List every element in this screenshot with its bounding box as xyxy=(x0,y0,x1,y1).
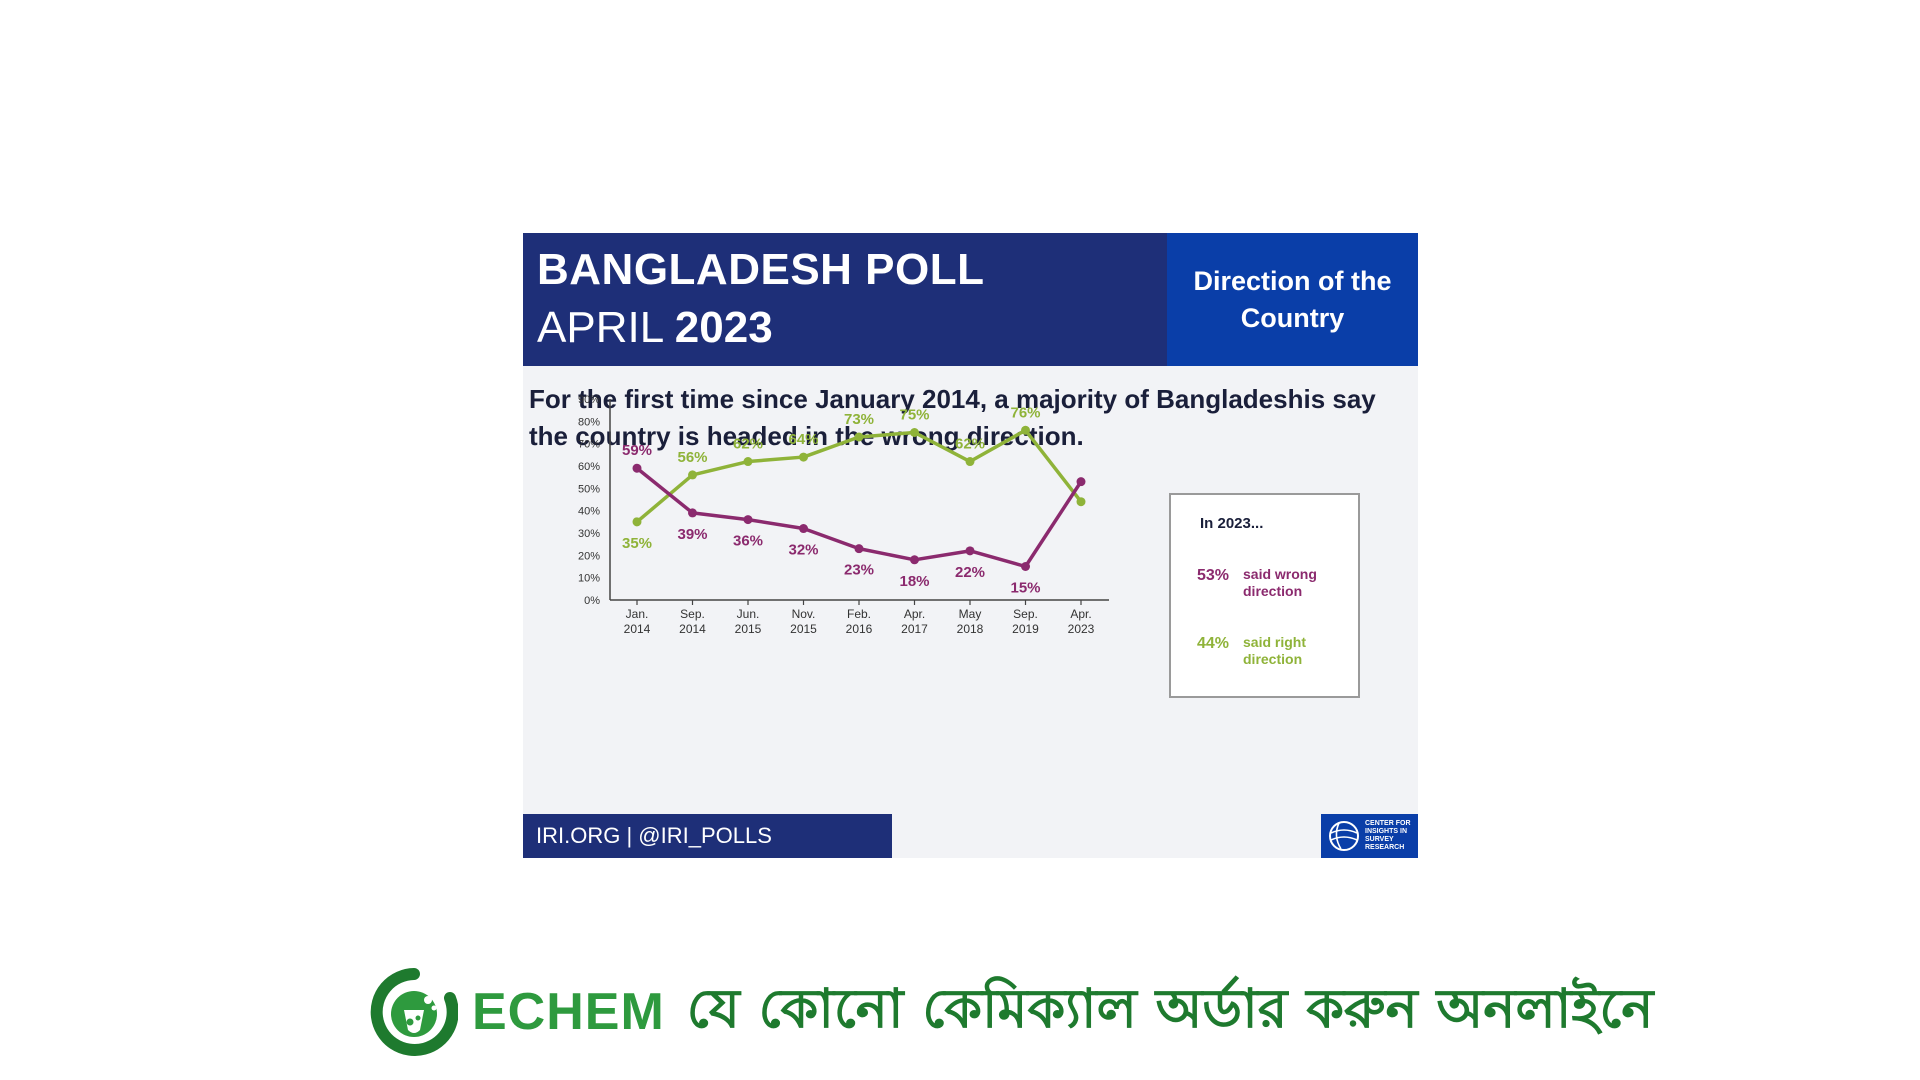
data-label-wrong: 39% xyxy=(677,526,707,543)
logo-line: RESEARCH xyxy=(1365,844,1405,851)
y-tick-label: 20% xyxy=(578,550,600,562)
data-point-wrong xyxy=(799,524,808,534)
data-label-wrong: 36% xyxy=(733,533,763,550)
x-axis-ticks: Jan.2014Sep.2014Jun.2015Nov.2015Feb.2016… xyxy=(624,600,1095,636)
data-point-right xyxy=(1021,425,1030,435)
x-tick-label: Apr. xyxy=(904,607,925,621)
x-tick-label: Jan. xyxy=(626,607,649,621)
data-label-right: 75% xyxy=(899,407,929,424)
data-point-right xyxy=(743,457,753,467)
data-point-right xyxy=(965,457,975,467)
logo-line: INSIGHTS IN xyxy=(1365,828,1408,835)
x-tick-label: 2015 xyxy=(735,622,762,636)
data-point-right xyxy=(632,517,642,527)
callout-wrong-label-2: direction xyxy=(1243,583,1302,599)
callout-frame xyxy=(1169,493,1360,698)
data-label-right: 56% xyxy=(677,449,707,466)
logo-line: CENTER FOR xyxy=(1365,820,1411,827)
x-tick-label: Sep. xyxy=(1013,607,1038,621)
chart-series: 35% 56% 62% 64% 73% 75% 62% 76% 59% 39% 36% 32% 23% 1… xyxy=(622,404,1086,597)
data-point-right xyxy=(854,432,864,442)
data-point-right xyxy=(1076,497,1086,507)
x-tick-label: Feb. xyxy=(847,607,871,621)
data-label-right: 62% xyxy=(955,436,985,453)
data-point-right xyxy=(799,452,808,462)
callout-wrong-value: 53% xyxy=(1197,567,1229,584)
globe-icon xyxy=(1329,821,1359,851)
data-point-wrong xyxy=(910,555,919,565)
callout-box: In 2023... 53% said wrong direction 44% … xyxy=(1169,493,1360,698)
data-label-right: 64% xyxy=(788,431,818,448)
data-label-wrong: 32% xyxy=(788,542,818,559)
line-chart: 0%10%20%30%40%50%60%70%80%90% Jan.2014Se… xyxy=(578,394,1360,698)
y-tick-label: 80% xyxy=(578,416,600,428)
data-point-right xyxy=(910,428,919,437)
header-banner: BANGLADESH POLL APRIL 2023 Direction of … xyxy=(523,233,1418,366)
section-title: Direction of the Country xyxy=(1193,265,1392,333)
data-label-right: 76% xyxy=(1010,404,1040,421)
x-tick-label: 2023 xyxy=(1068,622,1095,636)
y-tick-label: 30% xyxy=(578,528,600,540)
cisr-logo: CENTER FOR INSIGHTS IN SURVEY RESEARCH xyxy=(1321,814,1418,858)
footer-bar: IRI.ORG | @IRI_POLLS xyxy=(523,814,892,858)
x-tick-label: Nov. xyxy=(792,607,816,621)
poll-title: BANGLADESH POLL xyxy=(537,245,985,294)
y-tick-label: 0% xyxy=(584,595,600,607)
y-tick-label: 10% xyxy=(578,573,600,585)
data-label-wrong: 22% xyxy=(955,564,985,581)
poll-year: 2023 xyxy=(674,303,773,352)
data-label-wrong: 15% xyxy=(1010,580,1040,597)
x-tick-label: 2015 xyxy=(790,622,817,636)
data-point-wrong xyxy=(1021,562,1030,571)
poll-month: APRIL xyxy=(537,303,663,352)
data-point-wrong xyxy=(632,463,642,473)
y-tick-label: 70% xyxy=(578,439,600,451)
data-label-right: 35% xyxy=(622,535,652,552)
data-point-wrong xyxy=(1076,477,1086,487)
poll-infographic: BANGLADESH POLL APRIL 2023 Direction of … xyxy=(523,233,1418,858)
data-point-wrong xyxy=(688,508,697,518)
flask-logo-icon xyxy=(370,968,458,1056)
y-tick-label: 90% xyxy=(578,394,600,406)
y-tick-label: 60% xyxy=(578,461,600,473)
data-point-wrong xyxy=(743,515,753,525)
series-line-right xyxy=(635,428,1083,524)
logo-line: SURVEY xyxy=(1365,836,1394,843)
data-label-wrong: 59% xyxy=(622,442,652,459)
data-point-right xyxy=(688,470,697,480)
x-tick-label: Jun. xyxy=(737,607,760,621)
echem-banner: ECHEM যে কোনো কেমিক্যাল অর্ডার করুন অনলা… xyxy=(370,962,1653,1062)
callout-wrong-label-1: said wrong xyxy=(1243,566,1317,582)
x-tick-label: 2014 xyxy=(624,622,651,636)
data-label-right: 62% xyxy=(733,436,763,453)
cisr-logo-text: CENTER FOR INSIGHTS IN SURVEY RESEARCH xyxy=(1365,820,1411,852)
y-axis-ticks: 0% 10% 20% 30% 40% 50% 60% 70% 80% 90% xyxy=(578,394,600,607)
x-tick-label: 2018 xyxy=(957,622,984,636)
data-point-wrong xyxy=(854,544,864,554)
callout-right-label-1: said right xyxy=(1243,634,1306,650)
headline: For the first time since January 2014, a… xyxy=(529,384,1376,451)
x-tick-label: 2014 xyxy=(679,622,706,636)
echem-tagline: যে কোনো কেমিক্যাল অর্ডার করুন অনলাইনে xyxy=(686,977,1654,1040)
y-tick-label: 40% xyxy=(578,506,600,518)
section-badge: Direction of the Country xyxy=(1167,233,1418,366)
x-tick-label: Apr. xyxy=(1070,607,1091,621)
callout-right-value: 44% xyxy=(1197,635,1229,652)
data-label-wrong: 18% xyxy=(899,573,929,590)
footer-text: IRI.ORG | @IRI_POLLS xyxy=(536,823,772,848)
data-point-wrong xyxy=(965,546,975,556)
data-label-right: 73% xyxy=(844,411,874,428)
y-tick-label: 50% xyxy=(578,483,600,495)
callout-right-label-2: direction xyxy=(1243,651,1302,667)
x-tick-label: 2019 xyxy=(1012,622,1039,636)
x-tick-label: 2016 xyxy=(846,622,873,636)
callout-title: In 2023... xyxy=(1200,515,1263,532)
x-tick-label: 2017 xyxy=(901,622,928,636)
x-tick-label: May xyxy=(959,607,982,621)
x-tick-label: Sep. xyxy=(680,607,705,621)
echem-brand-name: ECHEM xyxy=(472,983,665,1041)
poll-date: APRIL 2023 xyxy=(537,301,773,355)
data-label-wrong: 23% xyxy=(844,562,874,579)
